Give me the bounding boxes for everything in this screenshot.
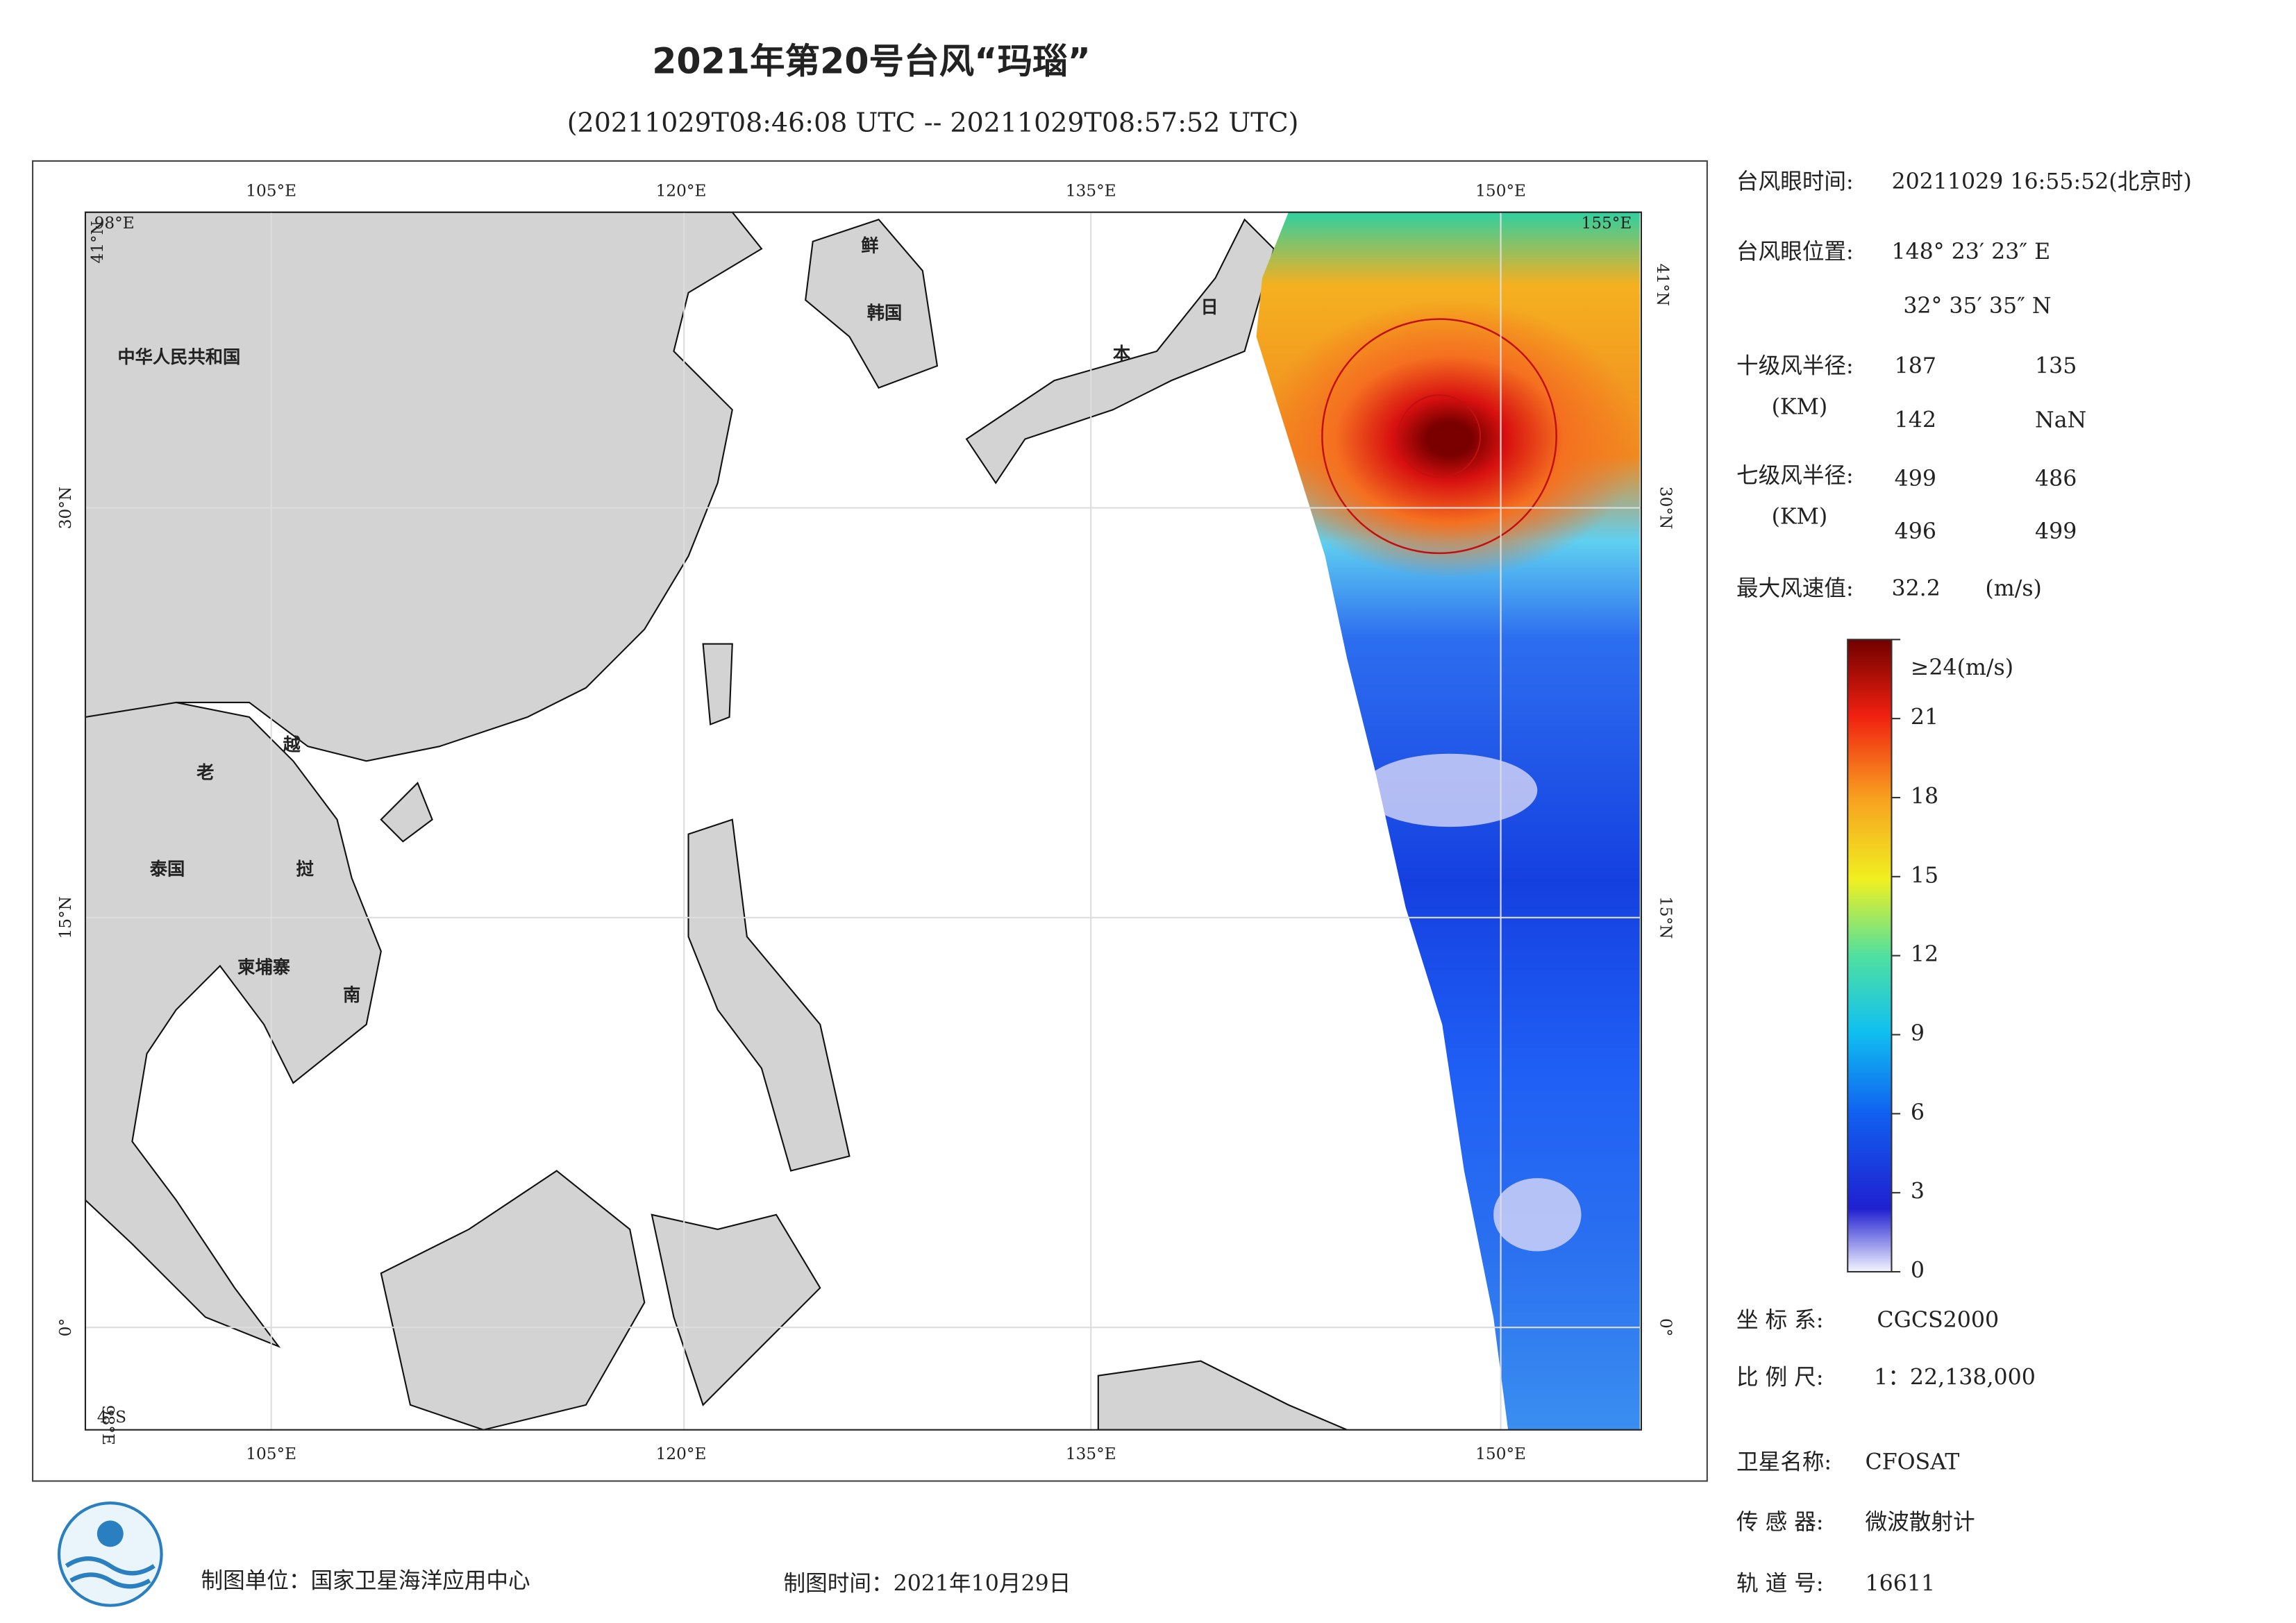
colorbar-tick-label: ≥24(m/s) <box>1911 655 2013 680</box>
info-label: 台风眼时间: <box>1736 169 1854 194</box>
map-border <box>84 211 1643 1431</box>
lat-label: 15°N <box>1656 896 1675 939</box>
lon-label: 135°E <box>1066 181 1116 200</box>
lon-label: 105°E <box>246 181 296 200</box>
map-frame <box>31 160 1708 1482</box>
colorbar-tick-label: 18 <box>1911 784 1938 809</box>
info-label: 最大风速值: <box>1736 576 1854 601</box>
place-label: 老 <box>196 762 214 783</box>
info-value: 496 <box>1895 519 1936 544</box>
colorbar <box>1847 639 1893 1273</box>
lat-label: 30°N <box>56 487 75 529</box>
place-label: 韩国 <box>867 303 903 323</box>
place-label: 南 <box>343 984 360 1005</box>
colorbar-tick-label: 21 <box>1911 705 1938 730</box>
info-label: 坐 标 系: <box>1736 1308 1824 1333</box>
info-value: CGCS2000 <box>1877 1308 1999 1333</box>
info-value: 148° 23′ 23″ E <box>1891 239 2050 264</box>
place-label: 日 <box>1200 296 1218 317</box>
info-label: 比 例 尺: <box>1736 1365 1824 1390</box>
lon-label: 135°E <box>1066 1445 1116 1463</box>
info-label: 传 感 器: <box>1736 1510 1824 1535</box>
info-label: 十级风半径: <box>1736 354 1854 379</box>
lon-label: 120°E <box>656 1445 707 1463</box>
corner-label: 98°E <box>94 214 135 233</box>
colorbar-tick-label: 6 <box>1911 1100 1925 1125</box>
lon-label: 150°E <box>1475 181 1526 200</box>
lon-label: 150°E <box>1475 1445 1526 1463</box>
info-label: (KM) <box>1772 395 1828 420</box>
map <box>85 212 1641 1430</box>
land <box>651 1213 821 1406</box>
info-label: 轨 道 号: <box>1736 1572 1824 1597</box>
info-value: NaN <box>2035 408 2086 433</box>
title: 2021年第20号台风“玛瑙” <box>652 40 1091 81</box>
lat-label: 0° <box>56 1318 75 1336</box>
lat-label: 15°N <box>56 896 75 939</box>
info-value: (m/s) <box>1985 576 2042 601</box>
corner-label: 98°E <box>99 1405 117 1445</box>
colorbar-ticks: 0 3 6 9 12 15 18 21 ≥24(m/s) <box>1891 639 2013 1284</box>
place-label: 泰国 <box>150 859 185 880</box>
footer-date: 制图时间：2021年10月29日 <box>784 1572 1071 1597</box>
land <box>380 1170 646 1430</box>
lon-label: 105°E <box>246 1445 296 1463</box>
info-label: 七级风半径: <box>1736 464 1854 489</box>
land <box>702 643 733 726</box>
info-value: 32° 35′ 35″ N <box>1903 294 2051 319</box>
info-value: 20211029 16:55:52(北京时) <box>1891 169 2191 194</box>
info-label: 台风眼位置: <box>1736 239 1854 264</box>
land <box>687 818 850 1172</box>
info-value: 32.2 <box>1891 576 1940 601</box>
land <box>1097 1360 1348 1430</box>
lat-label: 0° <box>1656 1318 1675 1336</box>
place-label: 鲜 <box>861 235 878 256</box>
place-label: 越 <box>283 734 301 755</box>
place-label: 挝 <box>296 859 315 880</box>
corner-label: 4°S <box>97 1408 126 1427</box>
info-value: 1：22,138,000 <box>1874 1365 2036 1390</box>
subtitle: (20211029T08:46:08 UTC -- 20211029T08:57… <box>567 108 1299 138</box>
info-label: (KM) <box>1772 505 1828 530</box>
info-value: CFOSAT <box>1866 1450 1960 1475</box>
corner-label: 41°N <box>88 221 107 263</box>
info-label: 卫星名称: <box>1736 1450 1832 1475</box>
colorbar-tick-label: 15 <box>1911 863 1938 888</box>
info-value: 187 <box>1895 354 1936 379</box>
info-value: 16611 <box>1866 1572 1936 1597</box>
logo <box>57 1502 163 1607</box>
lon-label: 120°E <box>656 181 707 200</box>
place-label: 本 <box>1113 344 1131 364</box>
lat-label: 30°N <box>1656 487 1675 529</box>
colorbar-tick-label: 0 <box>1911 1259 1925 1284</box>
land <box>805 219 939 389</box>
colorbar-tick-label: 12 <box>1911 942 1938 967</box>
lon-labels: 105°E 105°E 120°E 120°E 135°E 135°E 150°E 150°E… <box>56 181 1675 1463</box>
info-value: 微波散射计 <box>1866 1510 1975 1535</box>
corner-label: 155°E <box>1582 214 1632 233</box>
colorbar-tick-label: 9 <box>1911 1021 1925 1046</box>
info-value: 499 <box>1895 466 1936 491</box>
info-value: 142 <box>1895 408 1936 433</box>
corner-label: 41°N <box>1653 263 1672 305</box>
info-value: 486 <box>2035 466 2077 491</box>
colorbar-tick-label: 3 <box>1911 1179 1925 1204</box>
place-label: 中华人民共和国 <box>117 346 240 367</box>
land <box>380 782 433 843</box>
footer-unit: 制图单位：国家卫星海洋应用中心 <box>201 1568 530 1593</box>
info-value: 499 <box>2035 519 2077 544</box>
place-label: 柬埔寨 <box>237 957 291 977</box>
info-value: 135 <box>2035 354 2077 379</box>
land <box>965 218 1275 485</box>
